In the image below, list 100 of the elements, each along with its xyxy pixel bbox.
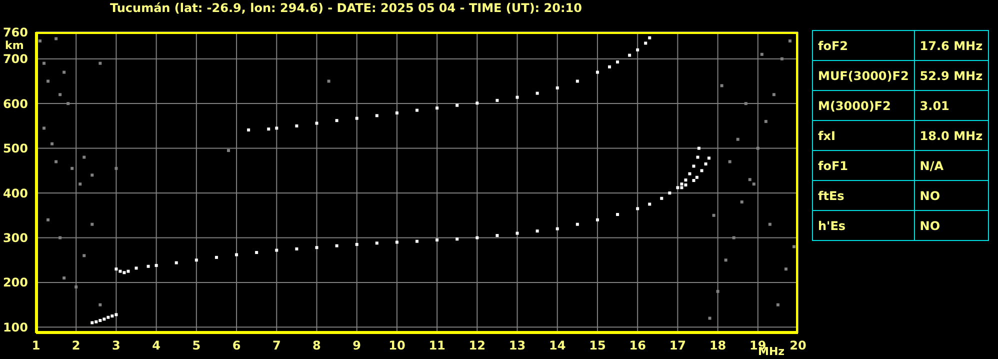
point: [436, 238, 439, 242]
point: [736, 138, 740, 141]
point: [327, 80, 330, 83]
point: [154, 264, 158, 267]
y-tick-label: 760: [2, 25, 28, 40]
point: [648, 36, 652, 40]
point: [114, 268, 118, 271]
text: fxI: [812, 120, 914, 150]
point: [375, 114, 378, 118]
point: [784, 268, 788, 271]
point: [720, 84, 724, 88]
text: 18.0 MHz: [914, 120, 988, 150]
point: [62, 276, 66, 280]
point: [66, 102, 70, 106]
text: N/A: [914, 150, 988, 180]
point: [102, 318, 106, 321]
point: [214, 256, 218, 259]
point: [756, 146, 760, 150]
point: [576, 222, 579, 226]
text: NO: [914, 210, 988, 240]
point: [146, 264, 150, 268]
point: [728, 160, 732, 164]
point: [516, 232, 519, 235]
chart-title: Tucumán (lat: -26.9, lon: 294.6) - DATE: 2025 05 04 - TIME (UT): 20:10: [110, 1, 582, 15]
point: [114, 313, 118, 316]
point: [684, 178, 688, 182]
point: [355, 242, 358, 246]
point: [98, 62, 102, 65]
point: [267, 128, 270, 131]
point: [395, 111, 398, 114]
point: [660, 196, 664, 200]
point: [712, 214, 716, 217]
point: [668, 192, 672, 195]
y-tick-label: 700: [2, 52, 28, 66]
point: [416, 108, 418, 112]
point: [122, 271, 126, 274]
point: [70, 166, 74, 170]
point: [174, 261, 178, 264]
point: [636, 48, 640, 52]
point: [776, 303, 780, 306]
x-tick-label: 9: [352, 338, 362, 353]
text: M(3000)F2: [812, 90, 914, 120]
point: [118, 270, 122, 273]
x-tick-label: 2: [72, 338, 80, 353]
x-tick-label: 5: [192, 338, 201, 353]
point: [556, 227, 559, 230]
point: [732, 236, 736, 240]
x-tick-label: 1: [32, 338, 40, 353]
y-axis-title: km: [5, 39, 24, 52]
y-tick-label: 500: [2, 142, 28, 156]
point: [295, 247, 298, 250]
point: [740, 200, 744, 204]
point: [436, 106, 439, 110]
point: [644, 42, 648, 45]
x-tick-label: 12: [468, 338, 486, 353]
point: [114, 166, 118, 170]
point: [416, 240, 418, 243]
point: [46, 218, 50, 222]
point: [82, 156, 86, 159]
x-tick-label: 8: [312, 338, 321, 353]
x-tick-label: 15: [589, 338, 606, 353]
text: 17.6 MHz: [914, 30, 988, 60]
point: [46, 80, 50, 83]
x-tick-label: 20: [790, 338, 806, 353]
text: 3.01: [914, 90, 988, 120]
point: [58, 236, 62, 240]
y-tick-label: 200: [2, 276, 28, 290]
point: [496, 234, 499, 237]
point: [692, 178, 696, 182]
point: [724, 258, 728, 262]
point: [74, 285, 78, 288]
point: [94, 320, 98, 324]
point: [90, 174, 94, 177]
point: [235, 253, 238, 256]
text: foF1: [812, 150, 914, 180]
point: [768, 222, 772, 226]
point: [744, 102, 748, 106]
point: [78, 182, 82, 186]
point: [110, 314, 114, 318]
point: [295, 124, 298, 128]
x-tick-label: 10: [388, 338, 406, 353]
x-tick-label: 13: [508, 338, 526, 353]
point: [696, 156, 700, 159]
point: [54, 37, 58, 40]
point: [38, 39, 42, 42]
point: [792, 245, 796, 248]
point: [335, 119, 338, 122]
point: [616, 212, 620, 216]
x-tick-label: 14: [549, 338, 566, 353]
point: [90, 222, 94, 226]
point: [82, 254, 86, 258]
point: [456, 104, 459, 107]
point: [616, 60, 620, 64]
point: [42, 126, 46, 130]
point: [760, 52, 764, 56]
point: [275, 248, 278, 252]
text: foF2: [812, 30, 914, 60]
point: [697, 146, 700, 150]
point: [788, 39, 792, 42]
y-tick-label: 100: [2, 320, 28, 334]
